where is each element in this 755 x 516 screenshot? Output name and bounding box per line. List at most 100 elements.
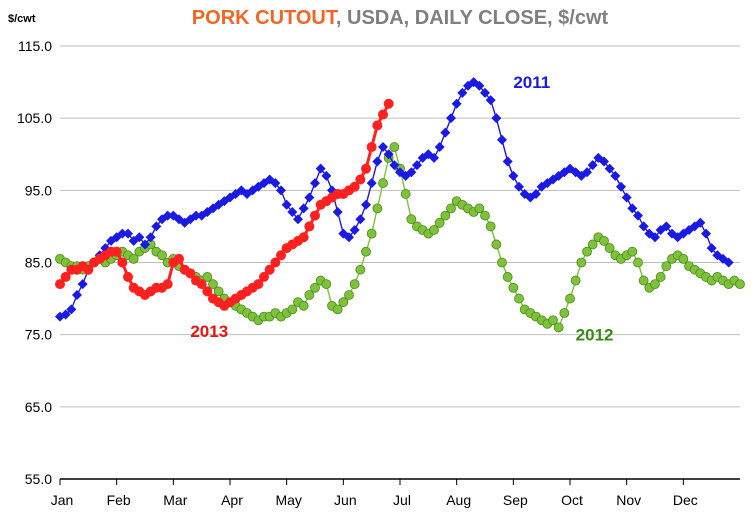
data-point-2012 xyxy=(304,290,315,300)
data-point-2011 xyxy=(293,214,303,225)
series-2011 xyxy=(55,77,734,322)
data-point-2012 xyxy=(565,293,575,304)
data-point-2012 xyxy=(440,210,451,221)
y-axis: 115.0 105.0 95.0 85.0 75.0 65.0 55.0 xyxy=(17,38,52,487)
data-point-2012 xyxy=(298,300,309,311)
data-point-2012 xyxy=(474,203,485,214)
series-label-2013: 2013 xyxy=(190,322,228,341)
data-point-2012 xyxy=(366,228,377,239)
data-point-2012 xyxy=(389,142,400,152)
data-point-2013 xyxy=(196,279,207,290)
data-point-2013 xyxy=(83,264,94,275)
data-point-2013 xyxy=(264,264,275,275)
x-tick-label: Aug xyxy=(446,492,471,508)
data-point-2011 xyxy=(270,178,281,189)
data-point-2011 xyxy=(315,163,326,174)
data-point-2013 xyxy=(55,279,65,290)
x-tick-label: Apr xyxy=(221,492,243,508)
data-point-2011 xyxy=(361,199,371,210)
data-point-2011 xyxy=(321,170,332,181)
data-point-2011 xyxy=(344,232,354,243)
data-point-2013 xyxy=(123,271,133,282)
data-point-2013 xyxy=(383,98,394,109)
data-point-2011 xyxy=(117,228,128,239)
data-point-2011 xyxy=(514,181,524,192)
data-point-2012 xyxy=(650,279,660,290)
data-point-2012 xyxy=(661,261,672,272)
data-point-2011 xyxy=(650,232,660,243)
data-point-2013 xyxy=(276,250,286,261)
data-point-2011 xyxy=(440,127,451,138)
data-point-2011 xyxy=(502,156,513,167)
data-point-2011 xyxy=(406,167,417,178)
y-tick-label: 65.0 xyxy=(25,399,52,415)
data-point-2011 xyxy=(72,289,82,300)
data-point-2011 xyxy=(287,206,298,217)
data-point-2011 xyxy=(145,232,156,243)
data-point-2011 xyxy=(474,80,485,91)
chart-title-rest: , USDA, DAILY CLOSE, $/cwt xyxy=(336,7,609,29)
data-point-2011 xyxy=(627,203,638,214)
chart-title: PORK CUTOUT, USDA, DAILY CLOSE, $/cwt xyxy=(192,7,609,29)
data-point-2013 xyxy=(355,174,366,185)
x-tick-label: Jun xyxy=(334,492,357,508)
data-point-2013 xyxy=(117,257,128,268)
chart-title-highlight: PORK CUTOUT xyxy=(192,7,338,29)
data-point-2012 xyxy=(208,279,218,290)
data-point-2011 xyxy=(621,192,632,203)
data-point-2012 xyxy=(508,282,519,293)
data-point-2011 xyxy=(706,243,717,254)
data-point-2013 xyxy=(202,286,213,297)
data-point-2011 xyxy=(355,214,366,225)
data-point-2012 xyxy=(633,257,643,268)
data-point-2012 xyxy=(287,304,298,315)
data-point-2011 xyxy=(77,279,88,290)
data-point-2012 xyxy=(372,203,383,214)
data-point-2013 xyxy=(111,246,122,257)
x-tick-label: Jan xyxy=(51,492,74,508)
data-point-2011 xyxy=(310,178,320,189)
data-point-2011 xyxy=(480,87,490,98)
data-point-2012 xyxy=(355,264,366,275)
data-point-2011 xyxy=(610,170,621,181)
x-tick-label: Dec xyxy=(673,492,698,508)
x-tick-label: May xyxy=(275,492,301,508)
data-point-2012 xyxy=(559,308,570,318)
data-point-2011 xyxy=(723,257,734,268)
data-point-2011 xyxy=(66,304,77,315)
data-point-2013 xyxy=(304,221,315,232)
data-point-2011 xyxy=(191,210,201,221)
data-point-2011 xyxy=(429,152,439,163)
data-point-2012 xyxy=(485,221,496,232)
data-point-2012 xyxy=(344,290,354,300)
data-point-2011 xyxy=(412,160,422,171)
data-point-2011 xyxy=(389,160,400,171)
data-point-2011 xyxy=(616,181,626,192)
data-point-2012 xyxy=(582,246,592,257)
data-point-2012 xyxy=(338,297,349,308)
data-point-2012 xyxy=(332,304,343,315)
data-point-2012 xyxy=(157,250,167,261)
data-point-2012 xyxy=(400,189,411,199)
data-point-2011 xyxy=(281,199,292,210)
data-point-2011 xyxy=(451,98,462,109)
data-point-2012 xyxy=(570,275,581,286)
data-point-2011 xyxy=(134,232,145,243)
data-point-2011 xyxy=(372,156,383,167)
x-tick-label: Nov xyxy=(616,492,641,508)
data-point-2011 xyxy=(446,113,456,124)
data-point-2012 xyxy=(604,243,615,253)
data-point-2011 xyxy=(508,170,519,181)
data-point-2013 xyxy=(174,253,184,264)
data-point-2013 xyxy=(378,109,388,120)
data-point-2011 xyxy=(140,239,150,250)
data-point-2011 xyxy=(497,134,507,145)
series-2013 xyxy=(55,98,394,311)
data-point-2011 xyxy=(151,221,162,232)
data-point-2011 xyxy=(661,221,672,232)
data-point-2012 xyxy=(406,214,417,225)
data-point-2012 xyxy=(446,203,456,214)
x-axis: Jan Feb Mar Apr May Jun Jul Aug Sep Oct Nov Dec xyxy=(51,479,698,508)
data-point-2011 xyxy=(298,203,309,214)
